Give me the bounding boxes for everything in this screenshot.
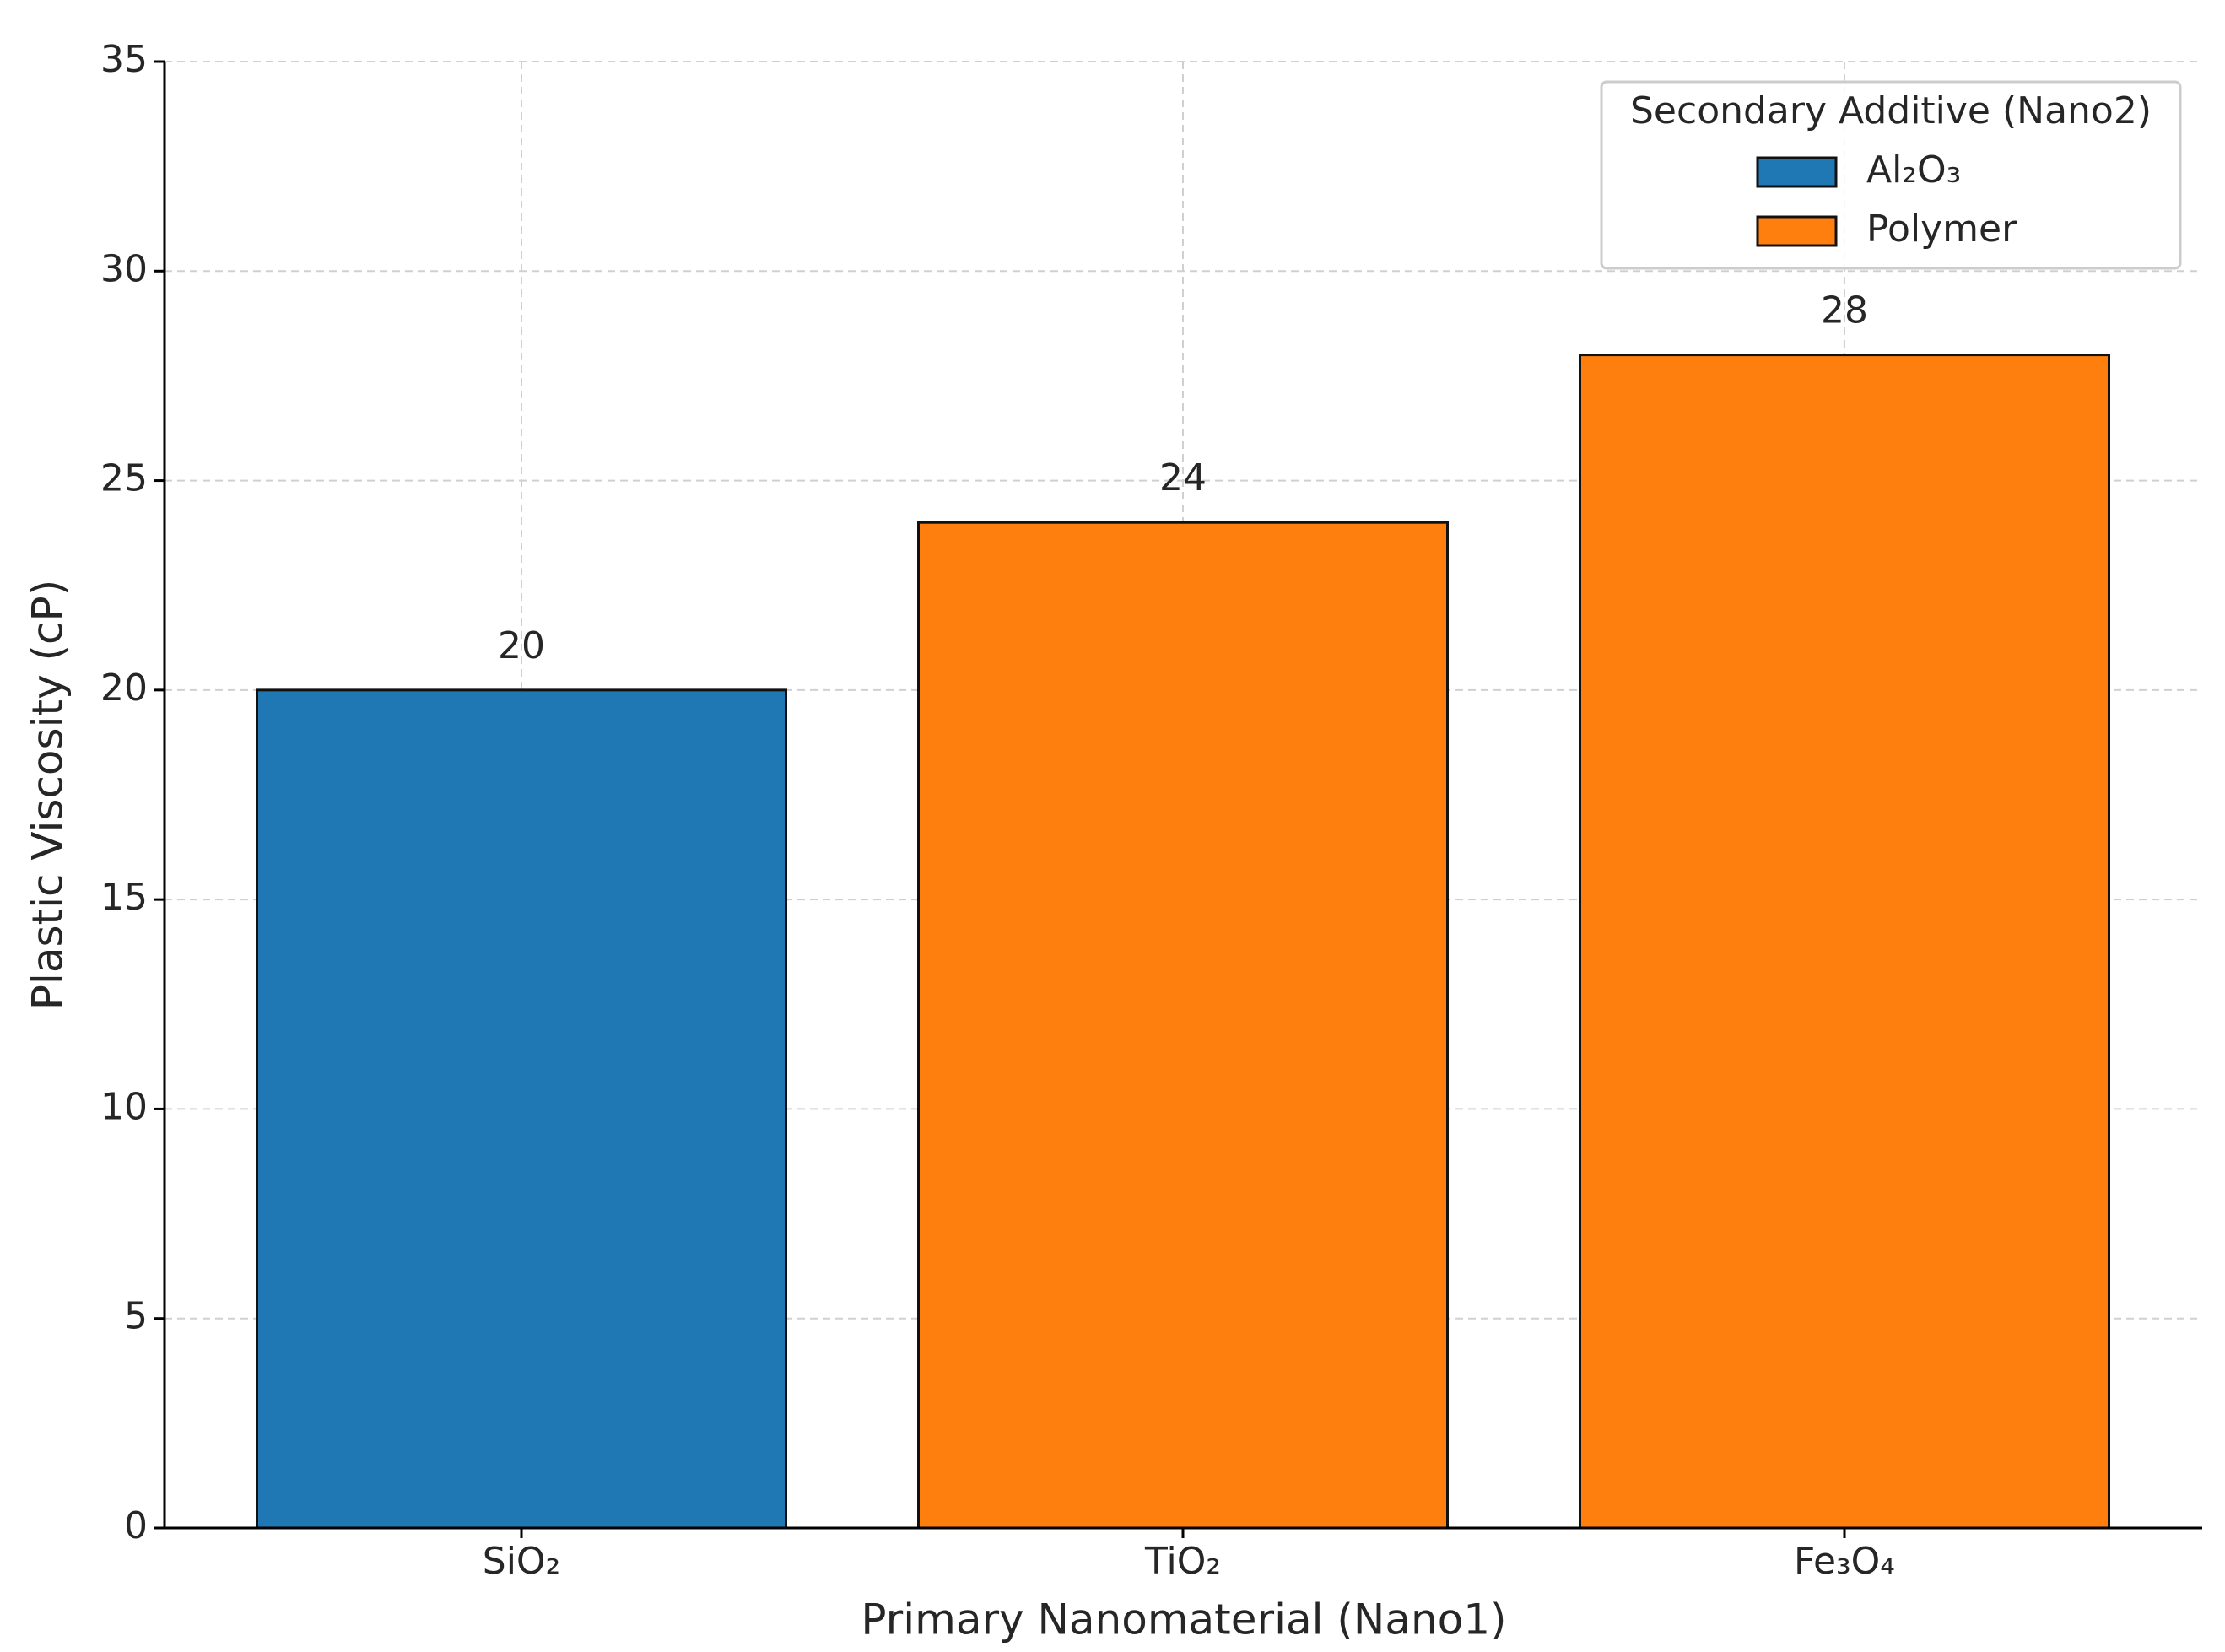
y-tick-label: 35 — [100, 38, 148, 81]
bar — [256, 688, 787, 1530]
y-tick-label: 0 — [124, 1504, 148, 1547]
value-label: 24 — [1159, 456, 1207, 499]
x-tick-label: Fe₃O₄ — [1794, 1540, 1895, 1583]
value-label: 28 — [1821, 289, 1868, 332]
legend-swatch — [1756, 156, 1838, 188]
legend-box — [1600, 80, 2182, 270]
y-tick-label: 15 — [100, 876, 148, 919]
y-tick-label: 20 — [100, 667, 148, 710]
y-tick-label: 10 — [100, 1085, 148, 1128]
legend-label: Polymer — [1866, 208, 2017, 251]
legend-title: Secondary Additive (Nano2) — [1630, 89, 2152, 132]
bar — [917, 521, 1449, 1530]
y-tick-label: 30 — [100, 247, 148, 290]
bar — [1579, 354, 2110, 1530]
legend-swatch — [1756, 215, 1838, 247]
y-tick-label: 5 — [124, 1295, 148, 1338]
legend-label: Al₂O₃ — [1866, 148, 1961, 192]
y-tick-label: 25 — [100, 457, 148, 500]
value-label: 20 — [498, 624, 545, 667]
y-axis-label: Plastic Viscosity (cP) — [24, 580, 73, 1010]
x-axis-label: Primary Nanomaterial (Nano1) — [861, 1595, 1506, 1644]
x-tick-label: TiO₂ — [1144, 1540, 1221, 1583]
x-tick-label: SiO₂ — [483, 1540, 560, 1583]
